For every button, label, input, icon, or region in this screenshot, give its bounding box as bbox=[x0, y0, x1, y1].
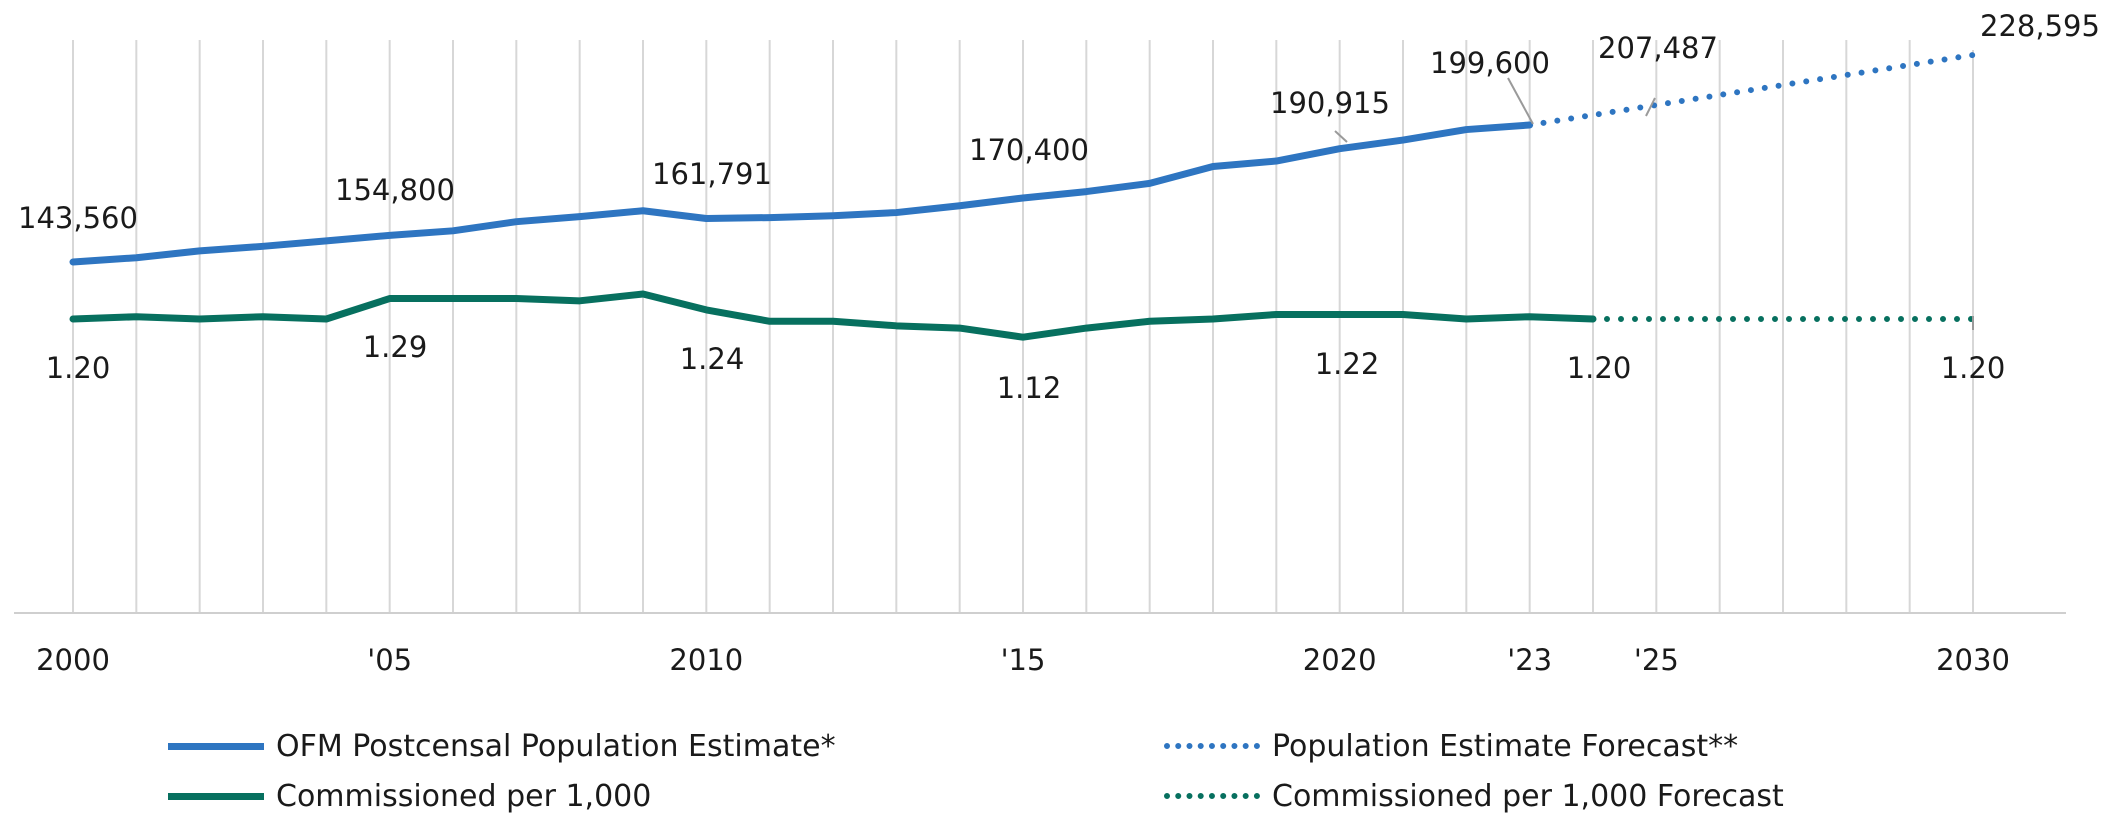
data-label-population-2010: 161,791 bbox=[652, 157, 772, 191]
legend-swatch-commissioned bbox=[168, 792, 264, 800]
legend-label-population-estimate: OFM Postcensal Population Estimate* bbox=[276, 728, 836, 764]
x-tick-label-2010: 2010 bbox=[669, 643, 743, 677]
line-chart: 2000 '05 2010 '15 2020 '23 '25 2030 143,560 154,8… bbox=[14, 9, 2100, 677]
legend-item-population-estimate: OFM Postcensal Population Estimate* bbox=[168, 724, 836, 768]
data-label-population-2030: 228,595 bbox=[1980, 9, 2100, 43]
leader-line-2020 bbox=[1334, 130, 1348, 143]
x-tick-label-2015: '15 bbox=[1001, 643, 1046, 677]
legend-swatch-population-forecast bbox=[1164, 743, 1260, 749]
x-tick-label-2005: '05 bbox=[367, 643, 412, 677]
series-line-population-estimate bbox=[69, 121, 1534, 266]
data-label-population-2000: 143,560 bbox=[18, 201, 138, 235]
legend-label-commissioned-forecast: Commissioned per 1,000 Forecast bbox=[1272, 778, 1784, 814]
series-line-population-forecast bbox=[1526, 52, 1976, 128]
data-label-commissioned-2010: 1.24 bbox=[680, 342, 745, 376]
chart-legend: OFM Postcensal Population Estimate* Popu… bbox=[160, 710, 1920, 830]
legend-label-commissioned: Commissioned per 1,000 bbox=[276, 778, 652, 814]
legend-item-population-forecast: Population Estimate Forecast** bbox=[1164, 724, 1738, 768]
data-label-commissioned-2015: 1.12 bbox=[997, 371, 1062, 405]
x-tick-label-2030: 2030 bbox=[1936, 643, 2010, 677]
data-label-population-2015: 170,400 bbox=[969, 133, 1089, 167]
legend-swatch-population-estimate bbox=[168, 742, 264, 750]
data-label-commissioned-2000: 1.20 bbox=[46, 351, 111, 385]
legend-label-population-forecast: Population Estimate Forecast** bbox=[1272, 728, 1739, 764]
data-label-population-2020: 190,915 bbox=[1270, 86, 1390, 120]
data-label-population-2023: 199,600 bbox=[1430, 46, 1550, 80]
data-label-commissioned-2020: 1.22 bbox=[1315, 347, 1380, 381]
data-label-commissioned-2024: 1.20 bbox=[1567, 351, 1632, 385]
legend-swatch-commissioned-forecast bbox=[1164, 793, 1260, 799]
data-label-population-2005: 154,800 bbox=[335, 173, 455, 207]
leader-line-2025 bbox=[1645, 97, 1656, 117]
x-tick-label-2000: 2000 bbox=[36, 643, 110, 677]
data-label-commissioned-2005: 1.29 bbox=[363, 330, 428, 364]
legend-item-commissioned: Commissioned per 1,000 bbox=[168, 774, 651, 818]
series-line-commissioned bbox=[69, 290, 1597, 341]
leader-line-2023 bbox=[1507, 77, 1534, 125]
x-tick-label-2020: 2020 bbox=[1303, 643, 1377, 677]
x-tick-label-2023: '23 bbox=[1507, 643, 1552, 677]
data-label-commissioned-2030: 1.20 bbox=[1941, 351, 2006, 385]
data-label-population-2025: 207,487 bbox=[1598, 31, 1718, 65]
x-tick-label-2025: '25 bbox=[1634, 643, 1679, 677]
legend-item-commissioned-forecast: Commissioned per 1,000 Forecast bbox=[1164, 774, 1784, 818]
